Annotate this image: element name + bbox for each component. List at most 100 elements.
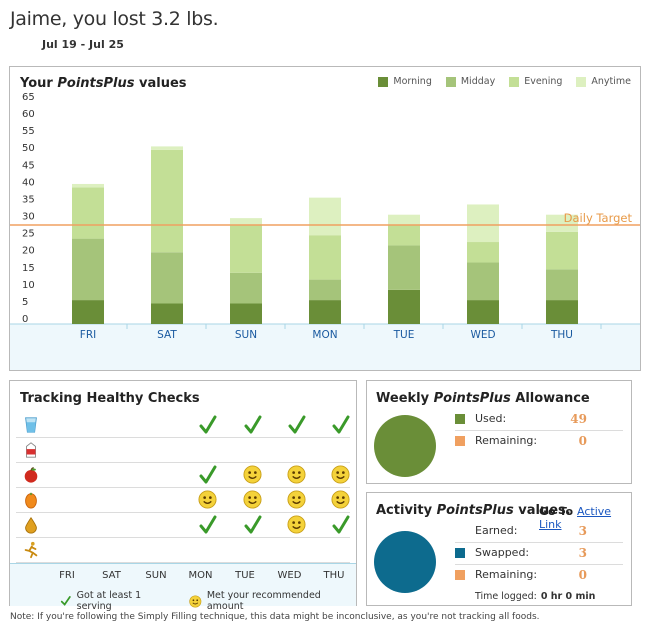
bar-segment [546,300,578,324]
time-logged-value: 0 hr 0 min [540,591,596,602]
oil-drop-icon [22,516,40,534]
activity-title-suffix: values. [518,503,571,518]
activity-remaining-row: Remaining: 0 [455,565,623,587]
bar-segment [309,279,341,301]
activity-remaining-label: Remaining: [475,568,538,581]
bar-segment [467,262,499,301]
allowance-pie-chart [374,415,436,477]
allowance-remaining-row: Remaining: 0 [455,431,623,453]
allowance-title: Weekly PointsPlus Allowance [376,391,590,406]
x-tick-label: FRI [80,329,96,341]
bar-segment [230,218,262,225]
activity-pie-chart [374,531,436,593]
swapped-label: Swapped: [475,546,530,559]
chart-x-band [10,324,640,370]
healthy-checks-legend: Got at least 1 serving Met your recommen… [60,590,356,612]
activity-remaining-value: 0 [578,568,587,582]
swapped-swatch [455,548,465,558]
daily-target-label: Daily Target [564,211,633,225]
check-icon [243,515,263,535]
allowance-title-suffix: Allowance [515,391,590,406]
y-tick-label: 25 [22,229,35,240]
y-tick-label: 30 [22,212,35,223]
check-row [16,413,350,438]
bar-segment [230,272,262,304]
smiley-icon [287,515,307,535]
smiley-icon [287,465,307,485]
activity-earned-row: Earned: 3 [455,521,623,543]
bar-segment [72,187,104,239]
smiley-icon [331,490,351,510]
bar-segment [467,242,499,263]
allowance-used-row: Used: 49 [455,409,623,431]
bar-segment [151,252,183,304]
legend-item: Evening [509,76,562,87]
activity-title: Activity PointsPlus values. [376,503,571,518]
orange-icon [22,491,40,509]
legend-item: Morning [378,76,432,87]
bar-segment [72,300,104,324]
chart-title: Your PointsPlus values [20,76,187,91]
weight-loss-headline: Jaime, you lost 3.2 lbs. [10,8,219,30]
bar-segment [467,204,499,243]
used-value: 49 [570,412,587,426]
y-tick-label: 10 [22,280,35,291]
y-tick-label: 60 [22,109,35,120]
chart-title-prefix: Your [20,76,53,91]
earned-label: Earned: [475,524,518,537]
x-tick-label: SUN [235,329,257,341]
date-range: Jul 19 - Jul 25 [42,38,124,51]
x-tick-label: TUE [393,329,415,341]
bar-segment [388,245,420,290]
legend-label: Midday [460,76,496,87]
bar-segment [151,146,183,150]
bar-segment [546,214,578,232]
check-icon [287,415,307,435]
check-icon [198,415,218,435]
active-link[interactable]: Active Link [539,505,612,531]
smiley-icon [189,595,202,607]
swapped-value: 3 [578,546,587,560]
legend-label: Anytime [591,76,631,87]
healthy-checks-panel: Tracking Healthy Checks FRI SAT SUN MON TUE W… [9,380,357,612]
legend-item: Anytime [576,76,631,87]
day-label: WED [277,570,302,581]
smiley-icon [198,490,218,510]
bar-segment [388,289,420,324]
bar-segment [546,231,578,270]
x-tick-label: WED [470,329,495,341]
milk-carton-icon [22,441,40,459]
y-tick-label: 35 [22,194,35,205]
check-row [16,463,350,488]
legend-swatch [445,76,456,87]
bar-segment [230,303,262,324]
day-label: MON [188,570,213,581]
healthy-checks-footer: FRI SAT SUN MON TUE WED THU Got at least 1 ser… [10,563,356,612]
smiley-icon [331,465,351,485]
activity-title-brand: PointsPlus [436,503,514,518]
y-tick-label: 55 [22,126,35,137]
bar-segment [72,183,104,188]
simply-filling-note: Note: If you're following the Simply Fil… [10,612,540,622]
y-tick-label: 40 [22,177,35,188]
check-row [16,438,350,463]
day-label: THU [323,570,345,581]
check-icon [331,515,351,535]
remaining-label: Remaining: [475,434,538,447]
bar-segment [230,224,262,273]
time-logged-label: Time logged: [475,591,537,602]
weekly-allowance-panel: Weekly PointsPlus Allowance Used: 49 Rem… [366,380,632,484]
smiley-icon [243,465,263,485]
bar-segment [151,303,183,324]
legend-swatch [509,76,520,87]
activity-swapped-row: Swapped: 3 [455,543,623,565]
bar-segment [309,235,341,280]
day-label: TUE [235,570,255,581]
legend-label: Evening [524,76,563,87]
bar-segment [388,214,420,225]
used-swatch [455,414,465,424]
check-row [16,488,350,513]
healthy-checks-title: Tracking Healthy Checks [20,391,200,406]
legend-label: Morning [393,76,432,87]
points-chart: 0 5 10 15 20 25 30 35 40 45 50 55 60 65 FRI SAT SUN MON TU… [10,92,640,370]
